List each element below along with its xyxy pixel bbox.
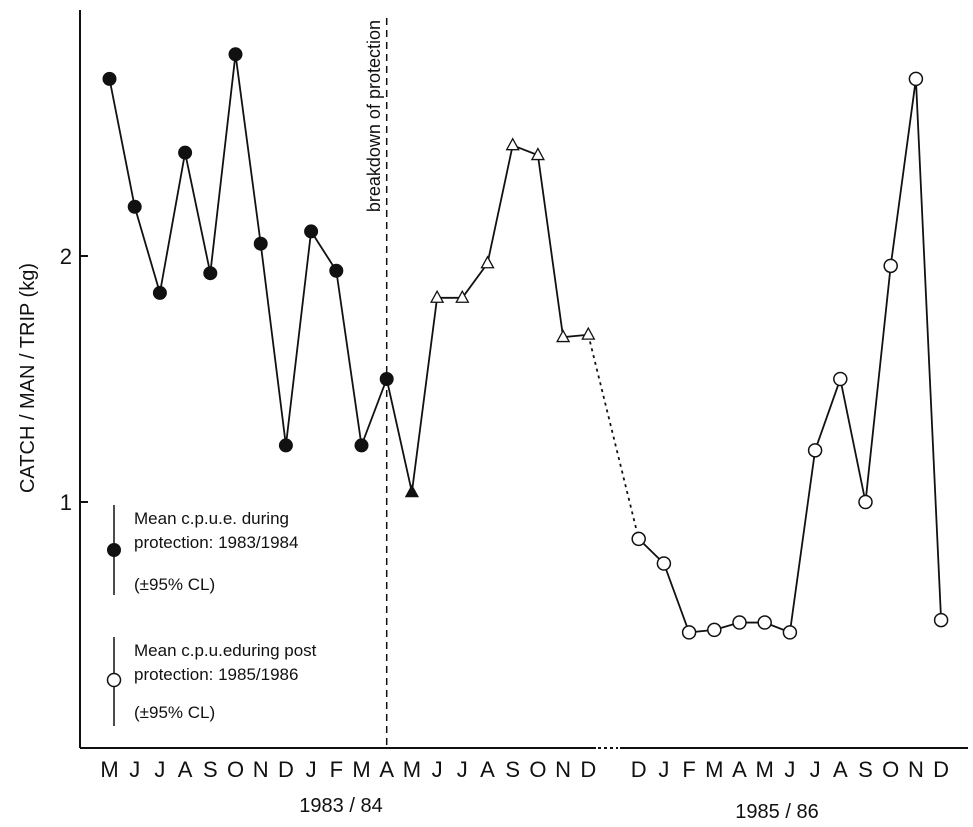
year-label: 1983 / 84 bbox=[299, 795, 382, 817]
data-point bbox=[656, 556, 672, 571]
data-point bbox=[304, 224, 319, 239]
series-line bbox=[385, 378, 413, 493]
x-tick-label: J bbox=[306, 757, 317, 782]
data-point bbox=[127, 199, 142, 214]
x-tick-label: S bbox=[858, 757, 873, 782]
data-point bbox=[707, 622, 722, 638]
data-point bbox=[581, 326, 596, 340]
data-point bbox=[782, 625, 798, 640]
legend-text: protection: 1985/1986 bbox=[134, 665, 298, 684]
data-point bbox=[278, 438, 293, 453]
x-tick-label: M bbox=[756, 757, 774, 782]
data-point bbox=[404, 484, 419, 498]
x-tick-label: J bbox=[810, 757, 821, 782]
series-line bbox=[108, 54, 388, 449]
data-point bbox=[807, 443, 823, 458]
x-tick-label: F bbox=[330, 757, 343, 782]
x-tick-label: N bbox=[555, 757, 571, 782]
y-axis-label: CATCH / MAN / TRIP (kg) bbox=[17, 263, 39, 493]
x-tick-label: M bbox=[100, 757, 118, 782]
data-point bbox=[858, 494, 873, 510]
breakdown-annotation: breakdown of protection bbox=[364, 20, 384, 212]
x-tick-label: M bbox=[705, 757, 723, 782]
data-point bbox=[379, 372, 394, 386]
series-markers bbox=[102, 47, 949, 640]
data-point bbox=[480, 255, 495, 269]
data-point bbox=[933, 612, 949, 628]
x-tick-label: N bbox=[253, 757, 269, 782]
x-tick-label: J bbox=[784, 757, 795, 782]
x-tick-label: F bbox=[682, 757, 695, 782]
data-point bbox=[530, 147, 545, 161]
x-tick-label: S bbox=[505, 757, 520, 782]
data-point bbox=[430, 289, 445, 303]
x-tick-label: J bbox=[658, 757, 669, 782]
x-tick-label: O bbox=[227, 757, 244, 782]
legend: Mean c.p.u.e. during protection: 1983/198… bbox=[106, 505, 317, 726]
series-line bbox=[411, 144, 589, 493]
x-tick-label: M bbox=[403, 757, 421, 782]
data-point bbox=[178, 145, 193, 160]
data-point bbox=[253, 236, 268, 251]
data-point bbox=[883, 258, 898, 274]
legend-marker bbox=[106, 672, 122, 688]
x-tick-label: A bbox=[732, 757, 747, 782]
data-point bbox=[631, 531, 646, 547]
x-tick-label: O bbox=[882, 757, 899, 782]
x-tick-label: J bbox=[129, 757, 140, 782]
legend-text: (±95% CL) bbox=[134, 703, 215, 722]
data-point bbox=[681, 625, 697, 640]
data-point bbox=[505, 137, 520, 151]
legend-text: Mean c.p.u.e. during bbox=[134, 509, 289, 528]
data-point bbox=[354, 438, 369, 453]
x-tick-label: J bbox=[154, 757, 165, 782]
series-line bbox=[638, 78, 942, 634]
gap-connector bbox=[587, 334, 640, 540]
data-point bbox=[152, 285, 167, 300]
legend-text: protection: 1983/1984 bbox=[134, 533, 298, 552]
data-point bbox=[203, 266, 218, 281]
legend-text: (±95% CL) bbox=[134, 575, 215, 594]
x-tick-label: D bbox=[631, 757, 647, 782]
x-tick-label: J bbox=[432, 757, 443, 782]
x-tick-label: D bbox=[580, 757, 596, 782]
data-point bbox=[455, 289, 470, 303]
y-tick-label: 2 bbox=[60, 244, 72, 269]
data-point bbox=[732, 615, 747, 630]
year-label: 1985 / 86 bbox=[735, 801, 818, 823]
data-point bbox=[757, 615, 772, 630]
x-tick-label: A bbox=[178, 757, 193, 782]
x-tick-label: D bbox=[933, 757, 949, 782]
x-tick-label: J bbox=[457, 757, 468, 782]
data-point bbox=[102, 71, 117, 86]
data-point bbox=[908, 71, 924, 87]
data-point bbox=[329, 263, 344, 278]
y-tick-label: 1 bbox=[60, 490, 72, 515]
legend-marker bbox=[107, 543, 121, 557]
x-tick-label: O bbox=[529, 757, 546, 782]
data-point bbox=[556, 329, 571, 343]
x-tick-label: D bbox=[278, 757, 294, 782]
data-point bbox=[228, 47, 243, 62]
x-tick-label: A bbox=[480, 757, 495, 782]
x-tick-label: A bbox=[379, 757, 394, 782]
data-point bbox=[833, 371, 848, 387]
x-tick-label: M bbox=[352, 757, 370, 782]
x-tick-label: N bbox=[908, 757, 924, 782]
x-tick-label: S bbox=[203, 757, 218, 782]
legend-text: Mean c.p.u.eduring post bbox=[134, 641, 317, 660]
x-tick-label: A bbox=[833, 757, 848, 782]
